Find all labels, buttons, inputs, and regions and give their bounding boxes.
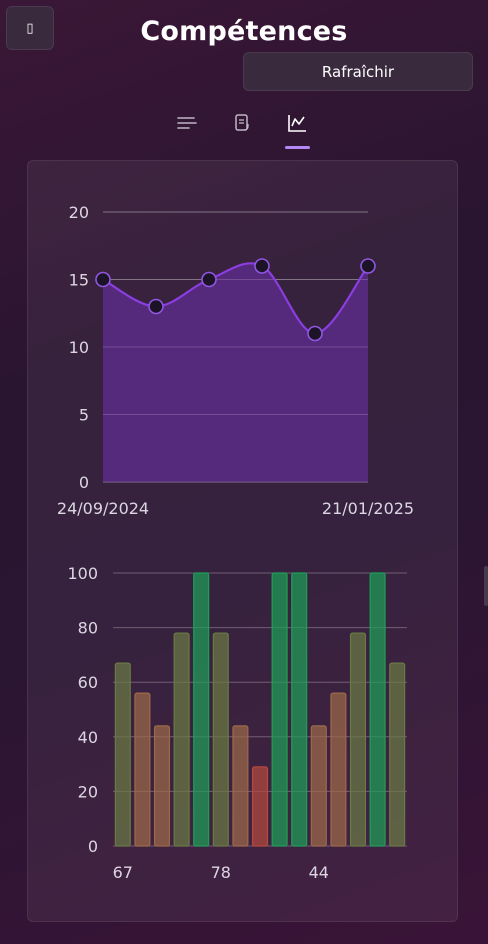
document-icon	[235, 114, 249, 131]
tab-list[interactable]	[172, 108, 202, 138]
lines-icon	[177, 117, 197, 129]
scroll-edge-handle[interactable]	[484, 566, 488, 606]
line-chart-icon	[288, 115, 306, 132]
menu-glyph: ▯	[26, 20, 34, 36]
refresh-button[interactable]: Rafraîchir	[243, 52, 473, 91]
selected-tab-indicator	[285, 146, 310, 149]
tab-bar	[0, 108, 488, 152]
chart-card	[27, 160, 458, 922]
tab-report[interactable]	[227, 108, 257, 138]
page-title: Compétences	[140, 16, 348, 47]
tab-chart[interactable]	[282, 108, 312, 138]
menu-button[interactable]: ▯	[6, 6, 54, 50]
